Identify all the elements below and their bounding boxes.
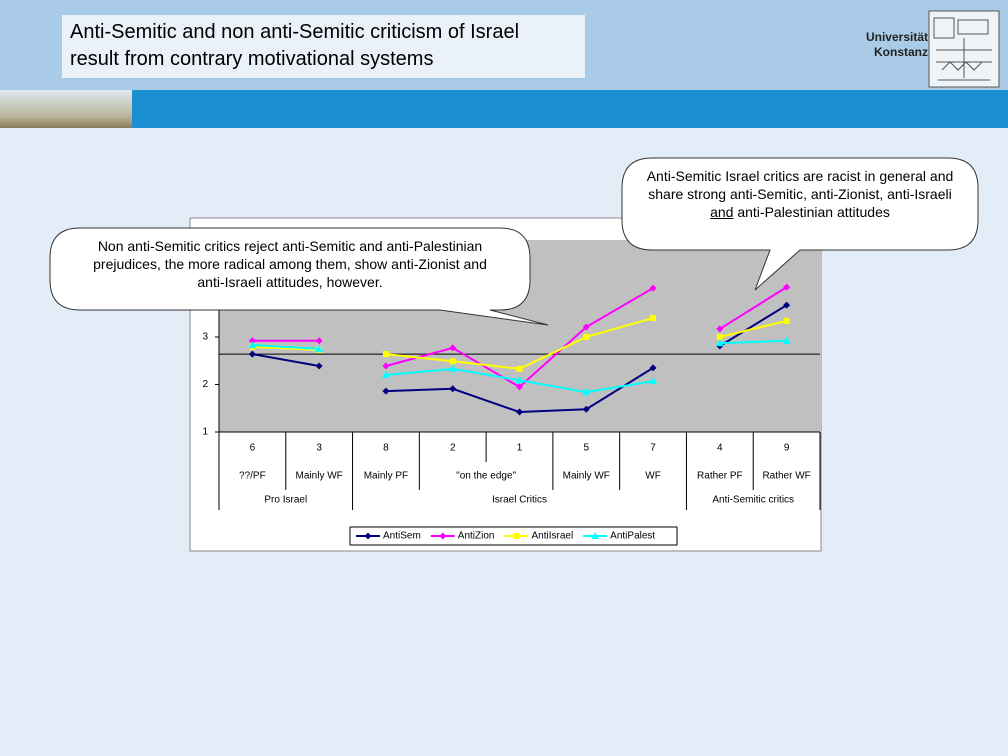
marker <box>716 325 724 333</box>
marker <box>582 405 590 413</box>
university-line: Universität <box>865 30 928 44</box>
series-line <box>719 304 788 347</box>
x-tick-label: 8 <box>383 443 389 454</box>
x-sublabel: WF <box>645 471 661 482</box>
callout-text: Anti-Semitic Israel critics are racist i… <box>645 167 955 221</box>
marker <box>516 365 523 372</box>
header-band <box>0 90 1008 128</box>
marker <box>381 371 390 378</box>
y-tick-label: 1 <box>202 427 208 438</box>
marker <box>382 387 390 395</box>
x-sublabel: Mainly WF <box>296 471 343 482</box>
marker <box>650 315 657 321</box>
marker <box>715 339 724 347</box>
series-line <box>252 353 320 367</box>
marker <box>315 337 323 345</box>
marker <box>248 341 257 349</box>
x-tick-label: 7 <box>650 443 656 454</box>
series-line <box>252 344 320 350</box>
callout-emphasis: and <box>710 204 734 220</box>
marker <box>782 336 791 344</box>
x-sublabel: Mainly PF <box>364 471 408 482</box>
marker <box>382 351 389 358</box>
callout-shape <box>49 227 549 326</box>
marker <box>649 377 658 385</box>
marker <box>583 334 590 340</box>
marker <box>783 317 790 324</box>
marker <box>449 385 457 393</box>
x-sublabel: Rather PF <box>697 471 743 482</box>
marker <box>591 532 600 539</box>
x-tick-label: 1 <box>517 443 523 454</box>
series-line <box>719 319 787 338</box>
title-line: Anti-Semitic and non anti-Semitic critic… <box>70 21 520 43</box>
callout-text: anti-Palestinian attitudes <box>733 204 890 220</box>
legend-label: AntiZion <box>458 531 495 542</box>
marker <box>783 283 791 291</box>
marker <box>516 408 523 416</box>
legend-label: AntiIsrael <box>531 531 573 542</box>
callout-shape <box>621 157 979 291</box>
y-tick-label: 3 <box>202 332 208 343</box>
legend-label: AntiPalest <box>610 531 655 542</box>
x-sublabel: ??/PF <box>239 471 266 482</box>
callout-text: Anti-Semitic Israel critics are racist i… <box>646 168 954 202</box>
x-tick-label: 6 <box>250 443 256 454</box>
x-tick-label: 9 <box>784 443 790 454</box>
header-photo <box>0 90 132 128</box>
title-line: result from contrary motivational system… <box>70 48 434 70</box>
y-tick-label: 2 <box>202 379 208 390</box>
marker <box>364 532 372 540</box>
marker <box>449 358 456 365</box>
series-line <box>252 345 320 351</box>
marker <box>515 376 524 384</box>
marker <box>439 532 447 540</box>
x-tick-label: 3 <box>316 443 322 454</box>
x-tick-label: 4 <box>717 443 723 454</box>
marker <box>382 362 390 370</box>
x-sublabel: Rather WF <box>762 471 810 482</box>
series-line <box>719 339 787 345</box>
marker <box>248 350 256 358</box>
x-tick-label: 5 <box>583 443 589 454</box>
university-line: Konstanz <box>874 45 928 59</box>
x-group-label: Anti-Semitic critics <box>712 495 794 506</box>
x-group-label: Pro Israel <box>264 495 307 506</box>
series-line <box>719 286 788 330</box>
callout-text: Non anti-Semitic critics reject anti-Sem… <box>93 238 487 290</box>
university-name: Universität Konstanz <box>866 30 928 60</box>
legend-label: AntiSem <box>383 531 421 542</box>
x-tick-label: 2 <box>450 443 456 454</box>
marker <box>449 344 457 352</box>
marker <box>448 364 457 372</box>
marker <box>582 323 590 331</box>
marker <box>315 344 324 352</box>
slide-title: Anti-Semitic and non anti-Semitic critic… <box>62 15 585 78</box>
marker <box>516 383 523 391</box>
x-sublabel: Mainly WF <box>563 471 610 482</box>
marker <box>582 388 591 396</box>
marker <box>716 334 723 340</box>
x-sublabel: "on the edge" <box>456 471 516 482</box>
university-logo <box>928 10 1000 88</box>
marker <box>783 301 791 309</box>
marker <box>649 284 657 292</box>
marker <box>315 362 323 370</box>
x-group-label: Israel Critics <box>492 495 547 506</box>
marker <box>513 533 520 539</box>
marker <box>649 364 657 372</box>
marker <box>248 337 256 345</box>
